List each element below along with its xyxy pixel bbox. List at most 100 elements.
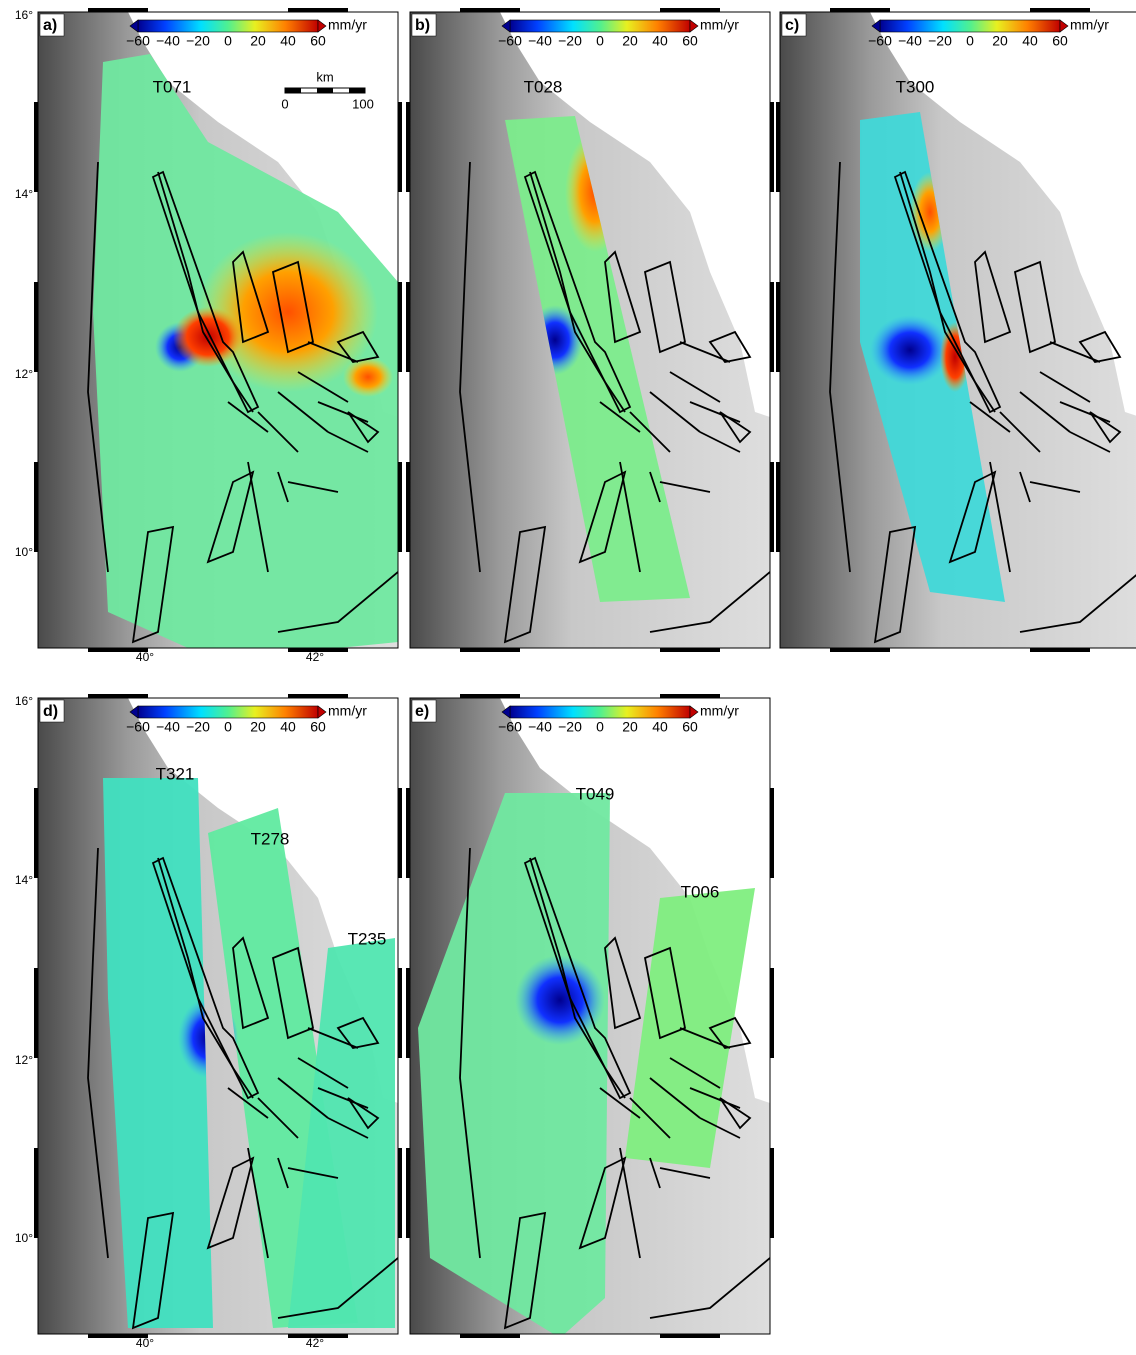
map-area [38,12,398,648]
latitude-label: 10° [15,545,33,559]
fault-line [157,171,254,413]
colorbar-tick-label: −20 [928,33,952,49]
latitude-label: 14° [15,187,33,201]
fault-line [277,1257,398,1319]
scale-bar-unit: km [316,69,333,84]
colorbar-tick-label: −20 [558,719,582,735]
track-label: T071 [153,77,192,96]
fault-line [719,1097,752,1130]
colorbar-tick-label: 60 [1052,33,1068,49]
colorbar-tick-label: −40 [528,33,552,49]
sea [500,698,770,1103]
frame-tick [406,102,410,192]
panel-label-box [39,699,65,723]
colorbar-unit: mm/yr [1070,17,1109,33]
frame-tick [770,1148,774,1238]
frame-tick [406,462,410,552]
fault-line [604,250,642,344]
frame-tick [406,788,410,878]
panel-label: d) [43,703,58,720]
fault-line [247,431,369,573]
fault-line [719,411,752,444]
colorbar-arrow [501,705,511,719]
colorbar-tick-label: −60 [868,33,892,49]
frame-tick [776,462,780,552]
sea [500,12,770,417]
fault-line [459,161,481,573]
latitude-label: 16° [15,694,33,708]
frame-tick [460,1334,520,1338]
colorbar-tick-label: 60 [310,719,326,735]
colorbar-tick-label: 40 [1022,33,1038,49]
velocity-anomaly [870,315,950,385]
fault-line [643,260,687,354]
frame-tick [34,282,38,372]
fault-line [206,1156,255,1250]
frame-tick [88,8,148,12]
fault-line [619,1117,741,1259]
longitude-label: 42° [306,650,324,664]
fault-line [1019,574,1136,633]
latitude-label: 14° [15,873,33,887]
fault-line [599,1027,741,1139]
fault-line [459,847,481,1259]
colorbar-tick-label: −60 [126,719,150,735]
velocity-swath [288,938,395,1328]
colorbar-tick-label: 40 [280,719,296,735]
scale-bar-segment [285,88,301,93]
scale-bar-label: 0 [281,96,288,111]
fault-line [523,856,632,1100]
frame-tick [288,8,348,12]
map-area [38,698,398,1334]
fault-line [529,857,626,1099]
colorbar [137,19,319,33]
colorbar-arrow [1059,19,1069,33]
fault-line [1013,260,1057,354]
colorbar-arrow [317,19,327,33]
fault-line [227,341,369,453]
latitude-label: 10° [15,1231,33,1245]
colorbar-tick-label: 0 [596,33,604,49]
colorbar-tick-label: 40 [280,33,296,49]
frame-tick [34,102,38,192]
map-area [410,12,770,648]
latitude-label: 12° [15,1053,33,1067]
latitude-label: 16° [15,8,33,22]
fault-line [708,330,752,363]
frame-tick [776,282,780,372]
frame-tick [398,788,402,878]
fault-line [277,571,398,633]
colorbar-arrow [689,705,699,719]
colorbar-tick-label: 20 [250,33,266,49]
fault-line [873,525,917,644]
colorbar-tick-label: 0 [224,33,232,49]
frame-tick [406,282,410,372]
fault-line [271,260,315,354]
panel-label: c) [785,17,799,34]
frame-tick [398,462,402,552]
colorbar-arrow [871,19,881,33]
scale-bar-label: 100 [352,96,374,111]
colorbar [879,19,1061,33]
colorbar-tick-label: −40 [156,719,180,735]
fault-line [227,1027,369,1139]
fault-line [529,171,626,413]
frame-tick [88,1334,148,1338]
fault-line [974,250,1012,344]
velocity-anomaly [173,307,243,367]
colorbar-tick-label: −60 [498,33,522,49]
fault-line [829,161,851,573]
colorbar-tick-label: −60 [498,719,522,735]
fault-line [87,847,109,1259]
track-label: T049 [576,784,615,803]
panel-label: e) [415,703,429,720]
fault-line [131,1211,175,1330]
fault-line [893,170,1002,414]
frame-tick [398,282,402,372]
frame-tick [88,648,148,652]
frame-tick [830,648,890,652]
frame-tick [770,462,774,552]
